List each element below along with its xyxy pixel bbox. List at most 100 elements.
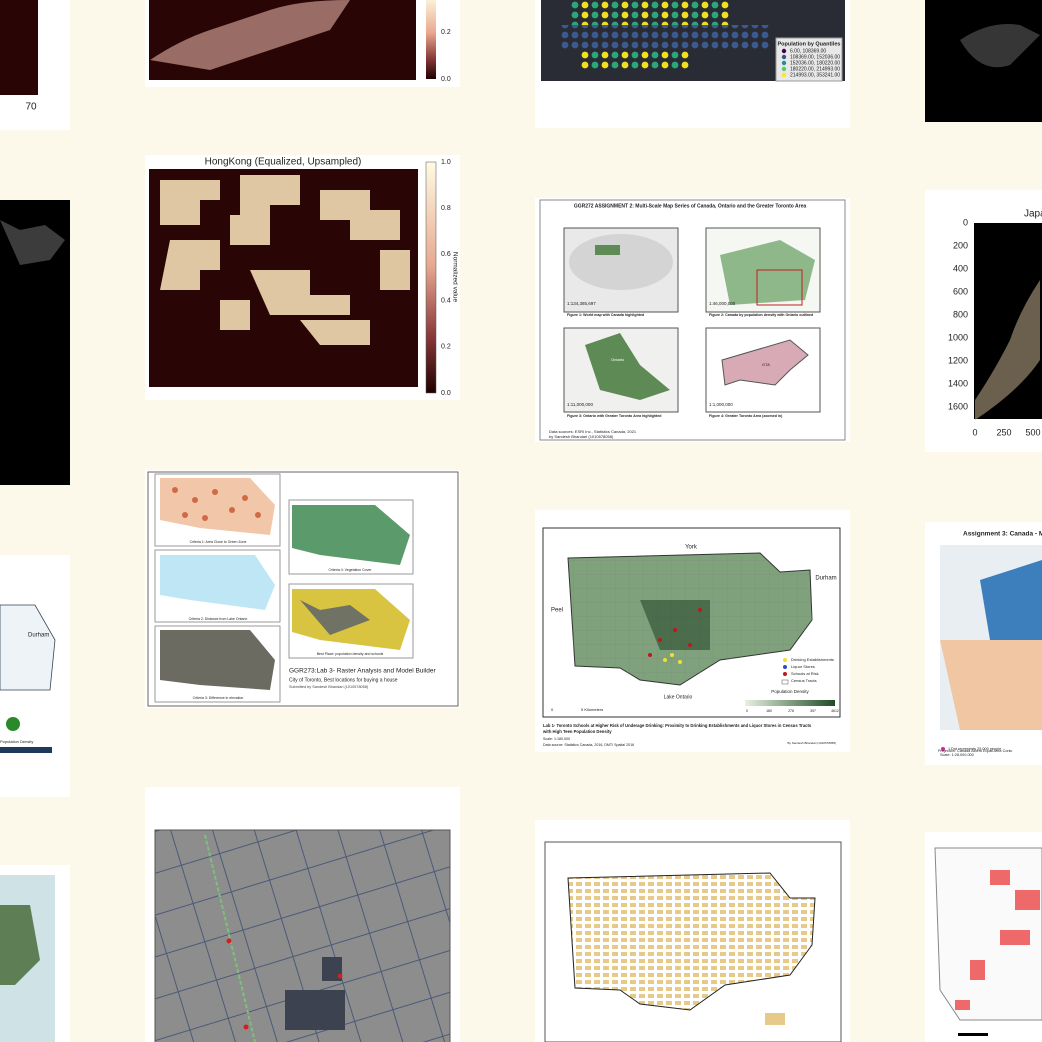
- map-image: [940, 640, 1042, 730]
- legend-swatch: [783, 658, 787, 662]
- tick-label: 0.0: [441, 76, 451, 83]
- legend-entry: Drinking Establishments: [791, 657, 834, 662]
- legend-entry: 108369.00, 152036.00: [790, 54, 840, 60]
- label: 1:11,000,000: [567, 402, 593, 407]
- label: Data sources: ESRI Inc., Statistics Cana…: [549, 429, 637, 434]
- marker: [226, 938, 232, 944]
- map-image: [0, 220, 65, 265]
- map-image: [570, 0, 730, 25]
- tick-label: 0.2: [441, 29, 451, 36]
- legend-entry: 180220.00, 214993.00: [790, 66, 840, 72]
- legend-swatch: [781, 60, 787, 66]
- caption: Criteria 3: Difference in elevation: [193, 696, 244, 700]
- building: [322, 957, 342, 981]
- label: Population Density: [771, 689, 809, 694]
- label: GTA: [762, 362, 770, 367]
- tick-label: 0.2: [441, 344, 451, 351]
- map-image: [648, 608, 702, 657]
- tick-label: 1000: [948, 332, 968, 342]
- label: Scale: 1:28,000,000: [940, 753, 974, 757]
- label: City of Toronto, Best locations for buyi…: [289, 677, 398, 683]
- tick-label: 4612: [831, 709, 839, 713]
- caption: Criteria 2: Distance from Lake Ontario: [189, 617, 248, 621]
- map-image: [0, 0, 38, 95]
- label: Durham: [28, 633, 49, 639]
- tick-label: 180: [766, 709, 772, 713]
- legend-entry: Schools at Risk: [791, 671, 819, 676]
- legend-bar: [0, 747, 52, 753]
- label: Submitted by Sandesh Bhandari (101057805…: [289, 685, 369, 689]
- legend-entry: 152036.00, 180220.00: [790, 60, 840, 66]
- map-image: [585, 333, 670, 400]
- label: 1:134,385,697: [567, 301, 596, 306]
- label: 1:46,000,000: [709, 301, 736, 306]
- map-image: [160, 555, 275, 610]
- map-image: [292, 505, 410, 565]
- tick-label: 500: [1025, 427, 1040, 437]
- map-image: [569, 234, 673, 290]
- colorbar: [425, 161, 437, 394]
- legend-swatch: [781, 66, 787, 72]
- legend-bar: [745, 700, 835, 706]
- tick-label: 0.8: [441, 205, 451, 212]
- tick-label: 0.0: [441, 390, 451, 397]
- scalebar: [958, 1033, 988, 1036]
- caption: Criteria 1: Area Close to Green Zone: [190, 540, 247, 544]
- tick-label: 250: [996, 427, 1011, 437]
- map-image: [567, 872, 816, 1011]
- legend-entry: 6.00, 108369.00: [790, 48, 826, 54]
- tick-label: 1600: [948, 401, 968, 411]
- label: By Sandesh Bhandari (1010578058): [787, 741, 836, 745]
- tick-label: 200: [953, 240, 968, 250]
- axis-label: Normalized value: [451, 252, 458, 303]
- legend-entry: Census Tracts: [791, 678, 817, 683]
- title: Lab 1- Toronto Schools at Higher Risk of…: [543, 723, 812, 728]
- map-image: [0, 604, 56, 691]
- tick-label: 0: [972, 427, 977, 437]
- label: by Sandesh Bhandari (1010578058): [549, 434, 614, 439]
- caption: Best Place: population density and schoo…: [317, 652, 384, 656]
- title: HongKong (Equalized, Upsampled): [205, 157, 362, 168]
- title: GGR273:Lab 3- Raster Analysis and Model …: [289, 668, 437, 675]
- label: 1:1,000,000: [709, 402, 733, 407]
- marker: [337, 973, 343, 979]
- tick-label: 0.4: [441, 297, 451, 304]
- title: Japa: [1024, 209, 1042, 220]
- map-image: [172, 487, 261, 521]
- map-image: [160, 630, 275, 690]
- tick-label: 276: [788, 709, 794, 713]
- legend-swatch: [783, 672, 787, 676]
- frame: [154, 549, 281, 623]
- building: [285, 990, 345, 1030]
- map-image: [160, 175, 410, 345]
- map-image: [6, 717, 20, 731]
- map-image: [720, 240, 815, 305]
- label: Population Density: [0, 739, 33, 744]
- place-label: Lake Ontario: [664, 694, 693, 700]
- caption: Figure 4: Greater Toronto Area (zoomed i…: [709, 414, 783, 418]
- map-image: [975, 280, 1040, 420]
- outline: [756, 269, 803, 306]
- place-label: York: [685, 545, 698, 551]
- caption: Figure 2: Canada by population density w…: [709, 313, 813, 317]
- tick-label: 1200: [948, 355, 968, 365]
- frame: [539, 199, 846, 441]
- frame: [288, 499, 414, 575]
- legend-swatch: [783, 665, 787, 669]
- legend-box: [775, 37, 843, 82]
- label: Scale: 1:180,000: [543, 737, 570, 741]
- map-image: [960, 24, 1040, 68]
- frame: [154, 625, 281, 703]
- map-image: [150, 0, 350, 70]
- map-image: [955, 870, 1040, 1010]
- map-image: [595, 245, 620, 255]
- label: Projection: Canada Albers Equal Area Con…: [938, 749, 1012, 753]
- map-image: [980, 560, 1042, 640]
- map-image: [560, 25, 770, 50]
- frame: [147, 471, 459, 707]
- legend-swatch: [781, 54, 787, 60]
- map-image: [925, 0, 1042, 122]
- place-label: Peel: [551, 608, 563, 614]
- label: 0: [551, 707, 554, 712]
